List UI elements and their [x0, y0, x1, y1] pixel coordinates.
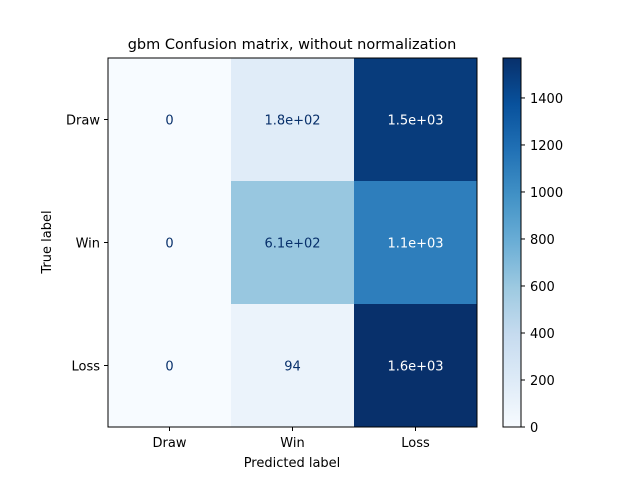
y-tick-label: Loss: [71, 360, 100, 375]
y-tick-label: Win: [76, 237, 100, 252]
heatmap-cell: [354, 304, 478, 428]
x-axis-ticks: Draw Win Loss: [153, 427, 430, 451]
heatmap-cell: [108, 304, 232, 428]
cell-value-label: 1.8e+02: [264, 114, 320, 129]
colorbar-tick-label: 600: [530, 280, 555, 295]
colorbar: [502, 57, 522, 428]
heatmap-cell: [231, 304, 355, 428]
heatmap-cell-labels: 0 1.8e+02 1.5e+03 0 6.1e+02 1.1e+03 0 94 1.6e+03: [165, 114, 443, 375]
y-axis-ticks: Draw Win Loss: [66, 114, 108, 375]
colorbar-tick-label: 800: [530, 233, 555, 248]
y-axis-label: True label: [40, 210, 55, 274]
colorbar-tick-label: 0: [530, 421, 538, 436]
heatmap-cell: [108, 181, 232, 305]
cell-value-label: 1.1e+03: [387, 237, 443, 252]
heatmap-cell: [231, 58, 355, 182]
cell-value-label: 1.6e+03: [387, 360, 443, 375]
x-tick-label: Win: [280, 436, 304, 451]
colorbar-tick-label: 1000: [530, 186, 563, 201]
heatmap-cell: [354, 58, 478, 182]
heatmap-cells: [108, 58, 478, 428]
cell-value-label: 6.1e+02: [264, 237, 320, 252]
colorbar-tick-label: 200: [530, 374, 555, 389]
cell-value-label: 0: [165, 114, 173, 129]
colorbar-ticks: 0 200 400 600 800 1000 1200 1400: [521, 92, 563, 436]
x-tick-label: Draw: [153, 436, 187, 451]
plot-frame: [107, 57, 478, 428]
cell-value-label: 1.5e+03: [387, 114, 443, 129]
colorbar-tick-label: 400: [530, 327, 555, 342]
x-tick-label: Loss: [401, 436, 430, 451]
heatmap-cell: [354, 181, 478, 305]
heatmap-cell: [231, 181, 355, 305]
cell-value-label: 94: [284, 360, 301, 375]
cell-value-label: 0: [165, 360, 173, 375]
y-tick-label: Draw: [66, 114, 100, 129]
colorbar-tick-label: 1400: [530, 92, 563, 107]
cell-value-label: 0: [165, 237, 173, 252]
x-axis-label: Predicted label: [244, 456, 341, 471]
chart-title: gbm Confusion matrix, without normalizat…: [128, 37, 457, 53]
colorbar-tick-label: 1200: [530, 139, 563, 154]
heatmap-cell: [108, 58, 232, 182]
